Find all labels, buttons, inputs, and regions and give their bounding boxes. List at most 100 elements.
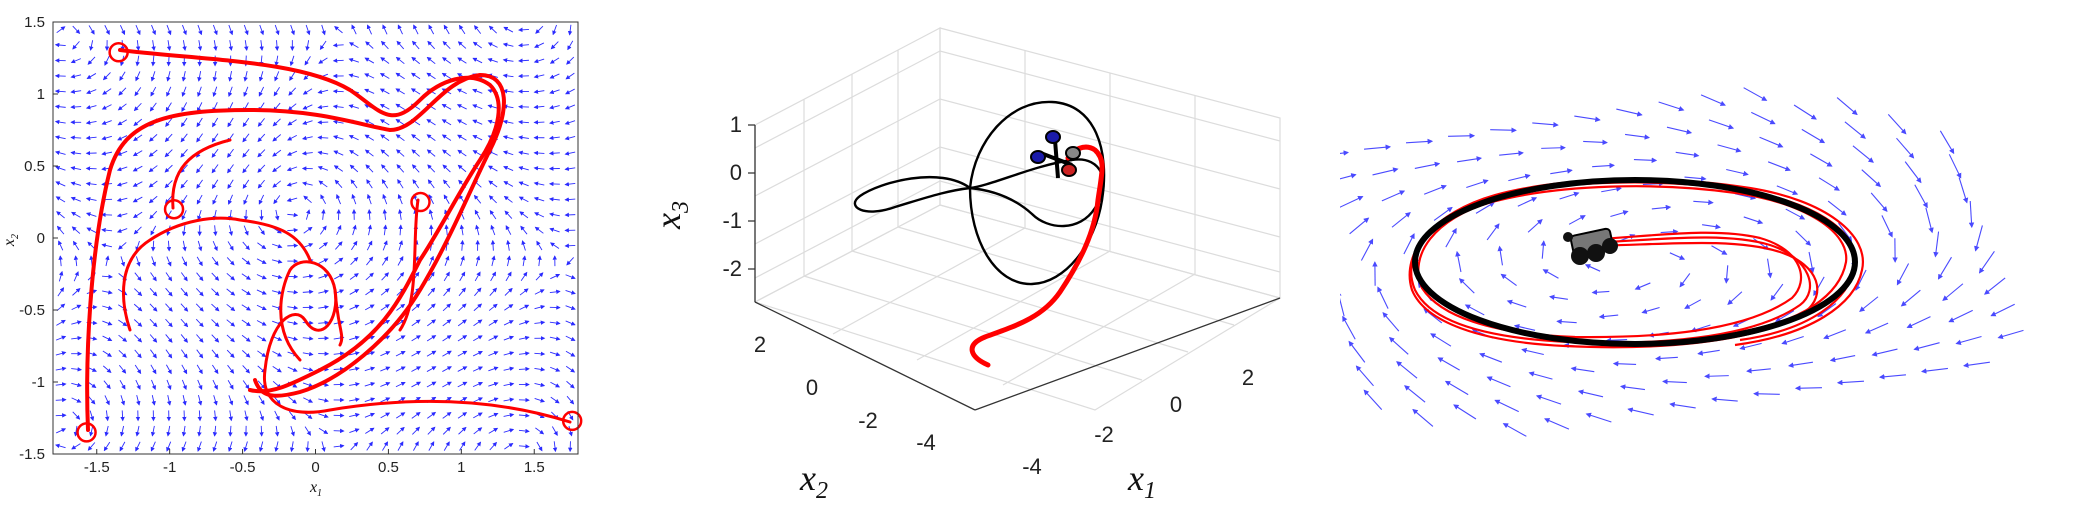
field-arrow [1676,152,1699,155]
field-arrow [519,29,529,30]
field-arrow [1628,409,1653,415]
field-arrow [1457,158,1481,162]
x-tick-label: 0.5 [378,459,399,476]
x1-tick-label: -4 [1022,454,1042,479]
x2-tick-label: -4 [916,430,936,455]
field-arrow [1938,257,1951,279]
field-arrow [1392,213,1410,227]
x2-tick-label: 0 [806,375,818,400]
x-tick-label: -1.5 [84,459,110,476]
x2-axis-label: x2 [799,458,828,504]
field-arrow [1915,185,1927,207]
field-arrow [1537,396,1561,404]
field-arrow [1448,136,1474,137]
field-arrow [1424,186,1446,194]
field-arrow [1382,191,1404,201]
field-arrow [1560,193,1579,199]
field-arrow [1642,307,1659,312]
field-arrow [1828,201,1846,215]
y-axis-ticks: 1.510.50-0.5-1-1.5 [19,14,58,463]
field-arrow [1905,162,1921,183]
field-arrow [1777,186,1797,194]
x3-tick-label: -2 [722,256,742,281]
field-arrow [1340,152,1348,155]
field-arrow [1897,263,1908,284]
field-arrow [1528,220,1542,232]
field-arrow [1343,317,1355,339]
field-arrow [1964,362,1990,366]
field-arrow [1810,154,1831,166]
y-axis-label: x2 [1,234,21,247]
field-arrow [1831,356,1855,361]
vector-field-arrows [1340,88,2023,437]
field-arrow [1882,215,1892,236]
field-arrow [1364,147,1390,149]
field-arrow [334,45,344,46]
field-arrow [1940,131,1953,153]
field-arrow [1824,330,1846,338]
field-arrow [1702,225,1720,228]
field-arrow [1480,354,1502,362]
field-arrow [1782,337,1803,344]
field-arrow [1530,373,1553,379]
field-arrow [1663,381,1687,382]
field-arrow [1873,349,1898,355]
field-arrow [1438,358,1459,370]
field-arrow [1600,315,1618,317]
field-arrow [1789,362,1813,366]
3d-trajectory-svg: 10-1-2 20-2-4 -4-202 x3 x2 x1 [640,0,1320,508]
field-arrow [1550,170,1571,173]
field-arrow [1406,141,1432,143]
field-arrow [1999,330,2024,337]
field-arrow [1888,114,1905,133]
z-axis-ticks: 10-1-2 [722,112,742,281]
field-arrow [1340,292,1344,316]
field-arrow [1446,229,1456,247]
field-arrow [1747,369,1771,371]
field-arrow [1490,130,1516,131]
field-arrow [1616,109,1641,115]
field-arrow [1579,391,1603,397]
field-arrow [1404,234,1414,254]
y-tick-label: 1 [37,86,45,103]
field-arrow [1693,201,1712,202]
field-arrow [1501,274,1516,285]
field-arrow [1754,394,1780,395]
field-arrow [1460,279,1475,293]
field-arrow [287,276,297,277]
quadrotor [1031,131,1080,178]
field-arrow [1413,410,1433,427]
field-arrow [1845,122,1865,138]
field-arrow [1802,129,1824,142]
field-arrow [1896,138,1913,158]
field-arrow [1508,175,1529,180]
field-arrow [1838,381,1864,383]
field-arrow [1405,386,1425,402]
field-arrow [1586,265,1600,271]
field-arrow [1550,297,1568,300]
field-arrow [1680,273,1690,286]
field-arrow [519,369,529,370]
field-arrow [71,137,81,138]
field-arrow [1457,252,1461,272]
x-axis-label: x1 [309,479,322,499]
x1-axis-label: x1 [1127,458,1156,504]
field-arrow [1601,188,1621,191]
field-arrow [1667,127,1691,133]
field-arrow [1949,154,1960,177]
field-arrow [1794,105,1816,119]
field-arrow [1572,368,1595,371]
field-arrow [1949,310,1972,321]
field-arrow [1542,241,1544,258]
field-arrow [1625,134,1649,137]
x2-tick-label: 2 [754,332,766,357]
x-tick-label: 0 [311,459,319,476]
field-arrow [1726,265,1728,282]
x-tick-label: 1 [457,459,465,476]
field-arrow [1862,170,1880,187]
field-arrow [1541,148,1565,149]
field-arrow [1943,284,1963,300]
field-arrow [1935,232,1938,257]
y-tick-label: -1.5 [19,446,45,463]
field-arrow [1922,368,1948,371]
